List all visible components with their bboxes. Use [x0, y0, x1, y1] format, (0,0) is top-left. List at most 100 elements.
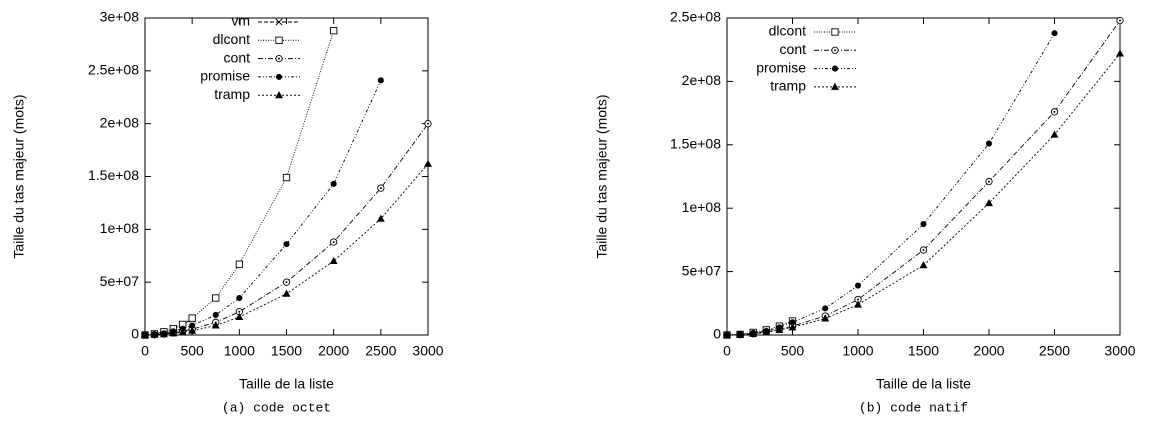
point: [854, 300, 862, 308]
legend-marker: [275, 91, 283, 99]
point: [377, 184, 385, 192]
point: [985, 199, 993, 207]
x-tick-label: 1000: [224, 343, 255, 359]
legend-marker: [275, 54, 283, 63]
point: [376, 214, 385, 222]
point: [854, 282, 862, 289]
point-center: [922, 249, 925, 252]
point: [919, 261, 928, 269]
x-tick-label: 0: [141, 343, 149, 359]
series-line: [144, 163, 429, 336]
legend-entry: cont: [224, 49, 300, 65]
point: [985, 177, 993, 186]
point: [854, 295, 862, 304]
point: [749, 329, 758, 337]
point: [985, 140, 993, 147]
series-line: [144, 80, 382, 336]
point: [169, 329, 178, 337]
x-tick-label: 500: [781, 343, 805, 359]
legend-marker: [831, 82, 839, 90]
legend-label: tramp: [214, 86, 250, 102]
legend-label: tramp: [770, 78, 806, 94]
legend-marker: [275, 73, 283, 80]
y-tick-label: 1.5e+08: [88, 167, 139, 183]
point: [1050, 108, 1059, 116]
point-center: [857, 298, 859, 301]
legend-entry: dlcont: [769, 23, 856, 39]
point-center: [278, 57, 280, 60]
x-tick-label: 3000: [1104, 343, 1135, 359]
y-axis-label: Taille du tas majeur (mots): [594, 94, 610, 258]
point: [1116, 16, 1124, 25]
point: [1116, 49, 1124, 57]
point-center: [238, 310, 241, 313]
x-tick-label: 2000: [318, 343, 349, 359]
point: [821, 314, 830, 322]
point: [723, 330, 731, 339]
point-center: [1053, 110, 1056, 113]
point: [235, 312, 244, 321]
x-tick-label: 0: [723, 343, 731, 359]
point: [330, 180, 337, 187]
x-axis-label: Taille de la liste: [876, 376, 971, 392]
point: [919, 246, 928, 254]
point: [330, 238, 338, 246]
legend-label: dlcont: [769, 23, 806, 39]
point: [920, 220, 927, 228]
y-tick-label: 3e+08: [100, 9, 140, 25]
legend-marker: [831, 65, 839, 72]
x-tick-label: 1500: [908, 343, 939, 359]
legend-marker: [275, 18, 283, 26]
caption: (b) code natif: [859, 400, 968, 415]
point: [424, 120, 432, 128]
y-tick-label: 2e+08: [682, 72, 722, 88]
y-axis-label: Taille du tas majeur (mots): [11, 94, 27, 258]
legend-entry: promise: [200, 68, 300, 84]
legend-entry: tramp: [214, 86, 300, 102]
point: [282, 278, 291, 286]
x-tick-label: 500: [180, 343, 204, 359]
point: [282, 173, 291, 182]
point-center: [834, 49, 836, 52]
caption: (a) code octet: [222, 400, 331, 415]
point: [188, 314, 196, 322]
legend-entry: cont: [780, 41, 856, 57]
series-line: [144, 123, 429, 336]
point-center: [285, 281, 288, 284]
legend-label: promise: [200, 68, 250, 84]
x-tick-label: 1000: [842, 343, 873, 359]
point: [211, 321, 220, 329]
x-axis-label: Taille de la liste: [239, 376, 334, 392]
legend-label: cont: [780, 41, 807, 57]
x-tick-label: 1500: [271, 343, 302, 359]
legend-entry: tramp: [770, 78, 856, 94]
point: [212, 311, 219, 318]
y-tick-label: 1e+08: [100, 220, 140, 236]
y-tick-label: 2e+08: [100, 114, 140, 130]
point-center: [379, 187, 382, 190]
point: [822, 305, 829, 312]
series-line: [144, 30, 335, 336]
point: [159, 330, 168, 338]
legend-label: cont: [224, 49, 251, 65]
x-tick-label: 2500: [1039, 343, 1070, 359]
y-tick-label: 5e+07: [100, 273, 140, 289]
point: [424, 159, 432, 167]
legend-entry: dlcont: [213, 31, 300, 47]
y-tick-label: 2.5e+08: [88, 62, 139, 78]
y-tick-label: 0: [713, 326, 721, 342]
point: [1051, 30, 1058, 37]
y-tick-label: 1e+08: [682, 199, 722, 215]
point: [150, 330, 159, 338]
legend-marker: [275, 36, 283, 44]
point: [283, 241, 290, 248]
point: [235, 308, 243, 316]
point: [188, 326, 197, 334]
point: [788, 323, 797, 331]
chart: 0 5e+07 1e+08 1.5e+08 2e+08 2.5e+08 0 500 1000 15…: [594, 9, 1136, 416]
point: [762, 328, 771, 336]
legend-label: vm: [231, 13, 250, 29]
point: [330, 27, 338, 35]
point: [329, 256, 338, 265]
